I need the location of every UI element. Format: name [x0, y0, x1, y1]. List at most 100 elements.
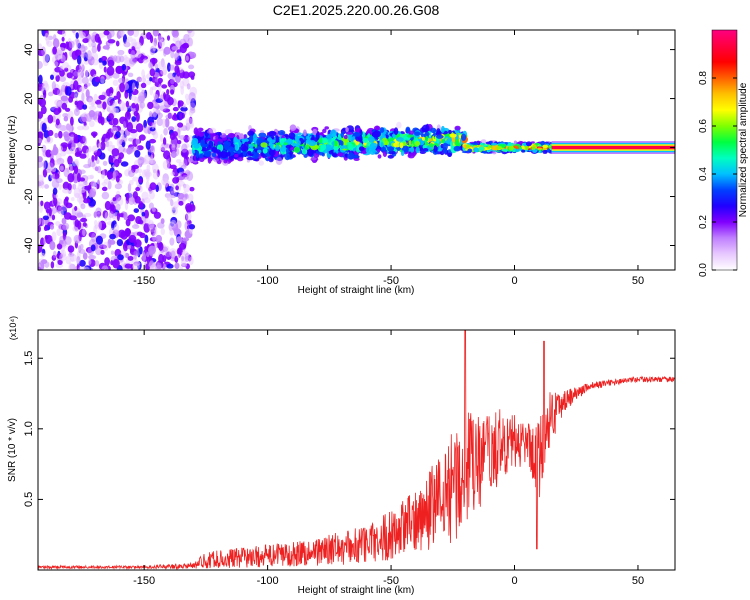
spectrogram-cell: [76, 196, 84, 203]
spectrogram-cell: [102, 101, 107, 110]
spectrogram-cell: [154, 63, 159, 70]
spectrogram-cell: [140, 82, 147, 89]
spectrogram-cell: [166, 35, 171, 41]
spectrogram-cell: [471, 142, 479, 146]
spectrogram-cell: [296, 139, 301, 146]
spectrogram-cell: [253, 133, 258, 142]
spectrogram-cell: [79, 153, 87, 159]
spectrogram-cell: [118, 30, 126, 37]
spectrogram-cell: [38, 225, 41, 233]
spectrogram-cell: [491, 151, 497, 155]
spectrogram-cell: [521, 149, 526, 153]
spectrogram-cell: [213, 149, 221, 154]
spectrogram-cell: [340, 140, 344, 146]
spectrogram-cell: [408, 139, 412, 146]
spectrogram-cell: [249, 135, 254, 143]
spectrogram-cell: [106, 66, 115, 76]
spectrogram-cell: [160, 228, 166, 236]
spectrogram-cell: [64, 67, 69, 72]
spectrogram-cell: [52, 250, 57, 259]
spectrogram-cell: [219, 134, 227, 138]
spectrogram-cell: [176, 220, 182, 229]
spectrogram-cell: [163, 127, 168, 136]
spectrogram-cell: [189, 51, 197, 59]
spectrogram-cell: [188, 256, 194, 266]
spectrogram-cell: [89, 120, 95, 128]
spectrogram-cell: [151, 57, 156, 67]
spectrogram-cell: [134, 149, 141, 158]
spectrogram-cell: [51, 214, 56, 221]
spectrogram-cell: [38, 61, 43, 69]
spectrogram-cell: [51, 166, 57, 173]
spectrogram-cell: [169, 132, 176, 141]
spectrogram-cell: [115, 55, 122, 64]
spectrogram-cell: [116, 197, 124, 206]
spectrogram-cell: [116, 91, 121, 100]
spectrogram-cell: [333, 146, 339, 151]
spectrogram-cell: [128, 169, 135, 178]
spectrogram-cell: [80, 217, 88, 223]
spectrogram-cell: [43, 225, 48, 232]
spectrogram-cell: [65, 123, 73, 133]
spectrogram-cell: [93, 211, 98, 219]
spectrogram-cell: [301, 148, 308, 155]
spectrogram-cell: [159, 94, 164, 102]
spectrogram-cell: [68, 96, 74, 103]
spectrogram-cell: [486, 146, 491, 149]
spectrogram-cell: [61, 224, 68, 231]
spectrogram-cell: [81, 112, 88, 123]
spectrogram-cell: [120, 230, 128, 240]
spectrogram-cell: [55, 118, 60, 126]
spectrogram-cell: [440, 125, 445, 134]
spectrogram-cell: [139, 101, 145, 109]
spectrogram-cell: [191, 137, 199, 145]
spectrogram-cell: [157, 60, 166, 70]
spectrogram-cell: [42, 160, 47, 170]
spectrogram-cell: [191, 150, 196, 154]
spectrogram-cell: [101, 191, 110, 200]
spectrogram-cell: [113, 223, 120, 233]
spectrogram-cell: [248, 143, 254, 149]
spectrogram-cell: [53, 108, 61, 115]
spectrogram-cell: [169, 164, 177, 170]
spectrogram-cell: [140, 77, 147, 83]
spectrogram-cell: [40, 105, 47, 115]
spectrogram-cell: [109, 233, 116, 240]
snr-x-tick-label: 50: [632, 575, 644, 587]
spectrogram-cell: [45, 208, 50, 214]
spectrogram-cell: [57, 123, 62, 132]
spectrogram-cell: [64, 236, 72, 245]
spectrogram-cell: [127, 183, 132, 193]
spectrogram-cell: [46, 136, 51, 143]
spectrogram-cell: [114, 183, 123, 190]
spectrogram-y-ticks: -40 -20 0 20 40: [23, 43, 675, 253]
spectrogram-cell: [256, 145, 263, 150]
spectrogram-cell: [177, 122, 184, 128]
spectrogram-cell: [275, 157, 283, 165]
spectrogram-cell: [74, 192, 80, 199]
spectrogram-x-tick-label: 0: [511, 275, 517, 287]
spectrogram-cell: [198, 153, 204, 159]
spectrogram-cell: [333, 139, 338, 147]
spectrogram-cell: [52, 178, 57, 186]
spectrogram-cell: [347, 133, 353, 142]
spectrogram-cell: [96, 103, 104, 109]
spectrogram-cell: [166, 89, 170, 95]
spectrogram-cell: [121, 134, 128, 143]
spectrogram-cell: [87, 38, 93, 48]
spectrogram-cell: [61, 36, 65, 42]
spectrogram-cell: [81, 92, 85, 102]
spectrogram-cell: [115, 40, 120, 47]
spectrogram-y-tick-label: 0: [23, 144, 35, 150]
spectrogram-cell: [95, 235, 103, 245]
spectrogram-cell: [65, 149, 73, 155]
spectrogram-cell: [170, 49, 175, 59]
spectrogram-cell: [69, 116, 74, 126]
spectrogram-cell: [149, 76, 153, 82]
spectrogram-cell: [136, 246, 141, 257]
spectrogram-cell: [101, 186, 108, 192]
spectrogram-cell: [91, 232, 96, 243]
spectrogram-cell: [80, 53, 87, 58]
spectrogram-cell: [382, 146, 387, 152]
spectrogram-cell: [59, 42, 67, 49]
